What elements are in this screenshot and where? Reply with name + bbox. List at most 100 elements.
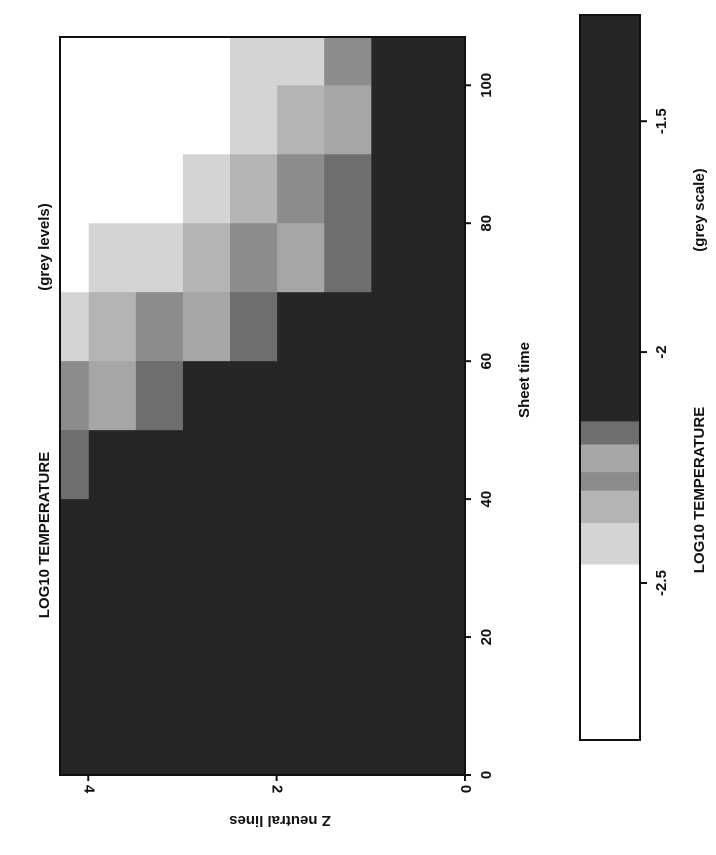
heat-cell [135,498,183,569]
plot-frame [59,36,466,776]
colorbar-title: LOG10 TEMPERATURE [691,407,708,573]
heat-cell [323,84,372,155]
colorbar-subtitle: (grey scale) [691,168,708,251]
heat-cell [88,36,136,86]
heat-cell [88,429,136,500]
heat-cell [88,153,136,224]
heat-cell [182,498,231,569]
x-tick-label: 0 [478,771,495,779]
heat-cell [182,153,231,224]
heat-cell [60,429,89,500]
colorbar-level [580,14,640,422]
heat-cell [135,153,183,224]
heat-cell [323,498,372,569]
x-axis-label: Sheet time [516,342,533,418]
heat-cell [276,36,325,86]
heat-cell [323,567,372,638]
heat-cell [60,360,89,431]
x-tick-label: 100 [478,73,495,98]
heat-cell [417,153,466,224]
heat-cell [276,429,325,500]
heat-cell [276,84,325,155]
colorbar-tick-label: -1.5 [653,108,670,134]
heat-cell [370,222,419,293]
heat-cell [135,36,183,86]
heat-cell [323,360,372,431]
heat-cell [276,705,325,775]
colorbar-level [580,420,640,445]
heat-cell [135,567,183,638]
heat-cell [323,36,372,86]
heat-cell [88,360,136,431]
heat-cell [417,567,466,638]
heat-cell [323,705,372,775]
heat-cell [323,222,372,293]
heat-cell [323,291,372,362]
colorbar-level [580,471,640,491]
y-tick-label: 0 [457,785,474,793]
heat-cell [88,291,136,362]
x-tick-label: 20 [478,629,495,646]
heat-cell [60,705,89,775]
heat-cell [417,222,466,293]
heat-cell [229,291,278,362]
heat-cell [417,360,466,431]
colorbar-level [580,522,640,565]
heat-cell [276,222,325,293]
heat-cell [276,360,325,431]
heat-cell [370,429,419,500]
heat-cell [182,36,231,86]
colorbar-tick-label: -2 [653,345,670,358]
heat-cell [229,222,278,293]
heat-cell [370,84,419,155]
heat-cell [135,360,183,431]
heat-cell [276,498,325,569]
heat-cell [88,498,136,569]
heat-cell [88,567,136,638]
heatmap-title: LOG10 TEMPERATURE [36,452,53,618]
heat-cell [60,498,89,569]
heat-cell [276,636,325,707]
heat-cell [370,636,419,707]
heat-cell [229,567,278,638]
heat-cell [417,636,466,707]
heatmap-subtitle: (grey levels) [36,203,53,291]
heat-cell [60,291,89,362]
heat-cell [60,222,89,293]
heat-cell [417,429,466,500]
heat-cell [135,636,183,707]
y-axis-label: Z neutral lines [229,812,331,829]
heat-cell [88,636,136,707]
heat-cell [88,84,136,155]
heat-cell [60,636,89,707]
heat-cell [229,636,278,707]
colorbar-tick-label: -2.5 [653,570,670,596]
heat-cell [60,84,89,155]
heat-cell [135,84,183,155]
heat-cell [182,222,231,293]
colorbar-frame [579,14,641,741]
heat-cell [182,291,231,362]
heat-cell [229,360,278,431]
heat-cell [276,291,325,362]
colorbar-level [580,443,640,473]
heat-cell [135,291,183,362]
colorbar-level [580,564,640,740]
heat-cell [417,291,466,362]
heat-cell [229,429,278,500]
heat-cell [182,429,231,500]
heat-cell [60,36,89,86]
heat-cell [417,84,466,155]
heat-cell [88,705,136,775]
x-tick-label: 40 [478,491,495,508]
heat-cell [182,705,231,775]
heat-cell [370,291,419,362]
heat-cell [276,153,325,224]
heat-cell [229,705,278,775]
heat-cell [370,498,419,569]
heat-cell [323,153,372,224]
colorbar-level [580,490,640,523]
heat-cell [229,498,278,569]
heat-cell [370,36,419,86]
